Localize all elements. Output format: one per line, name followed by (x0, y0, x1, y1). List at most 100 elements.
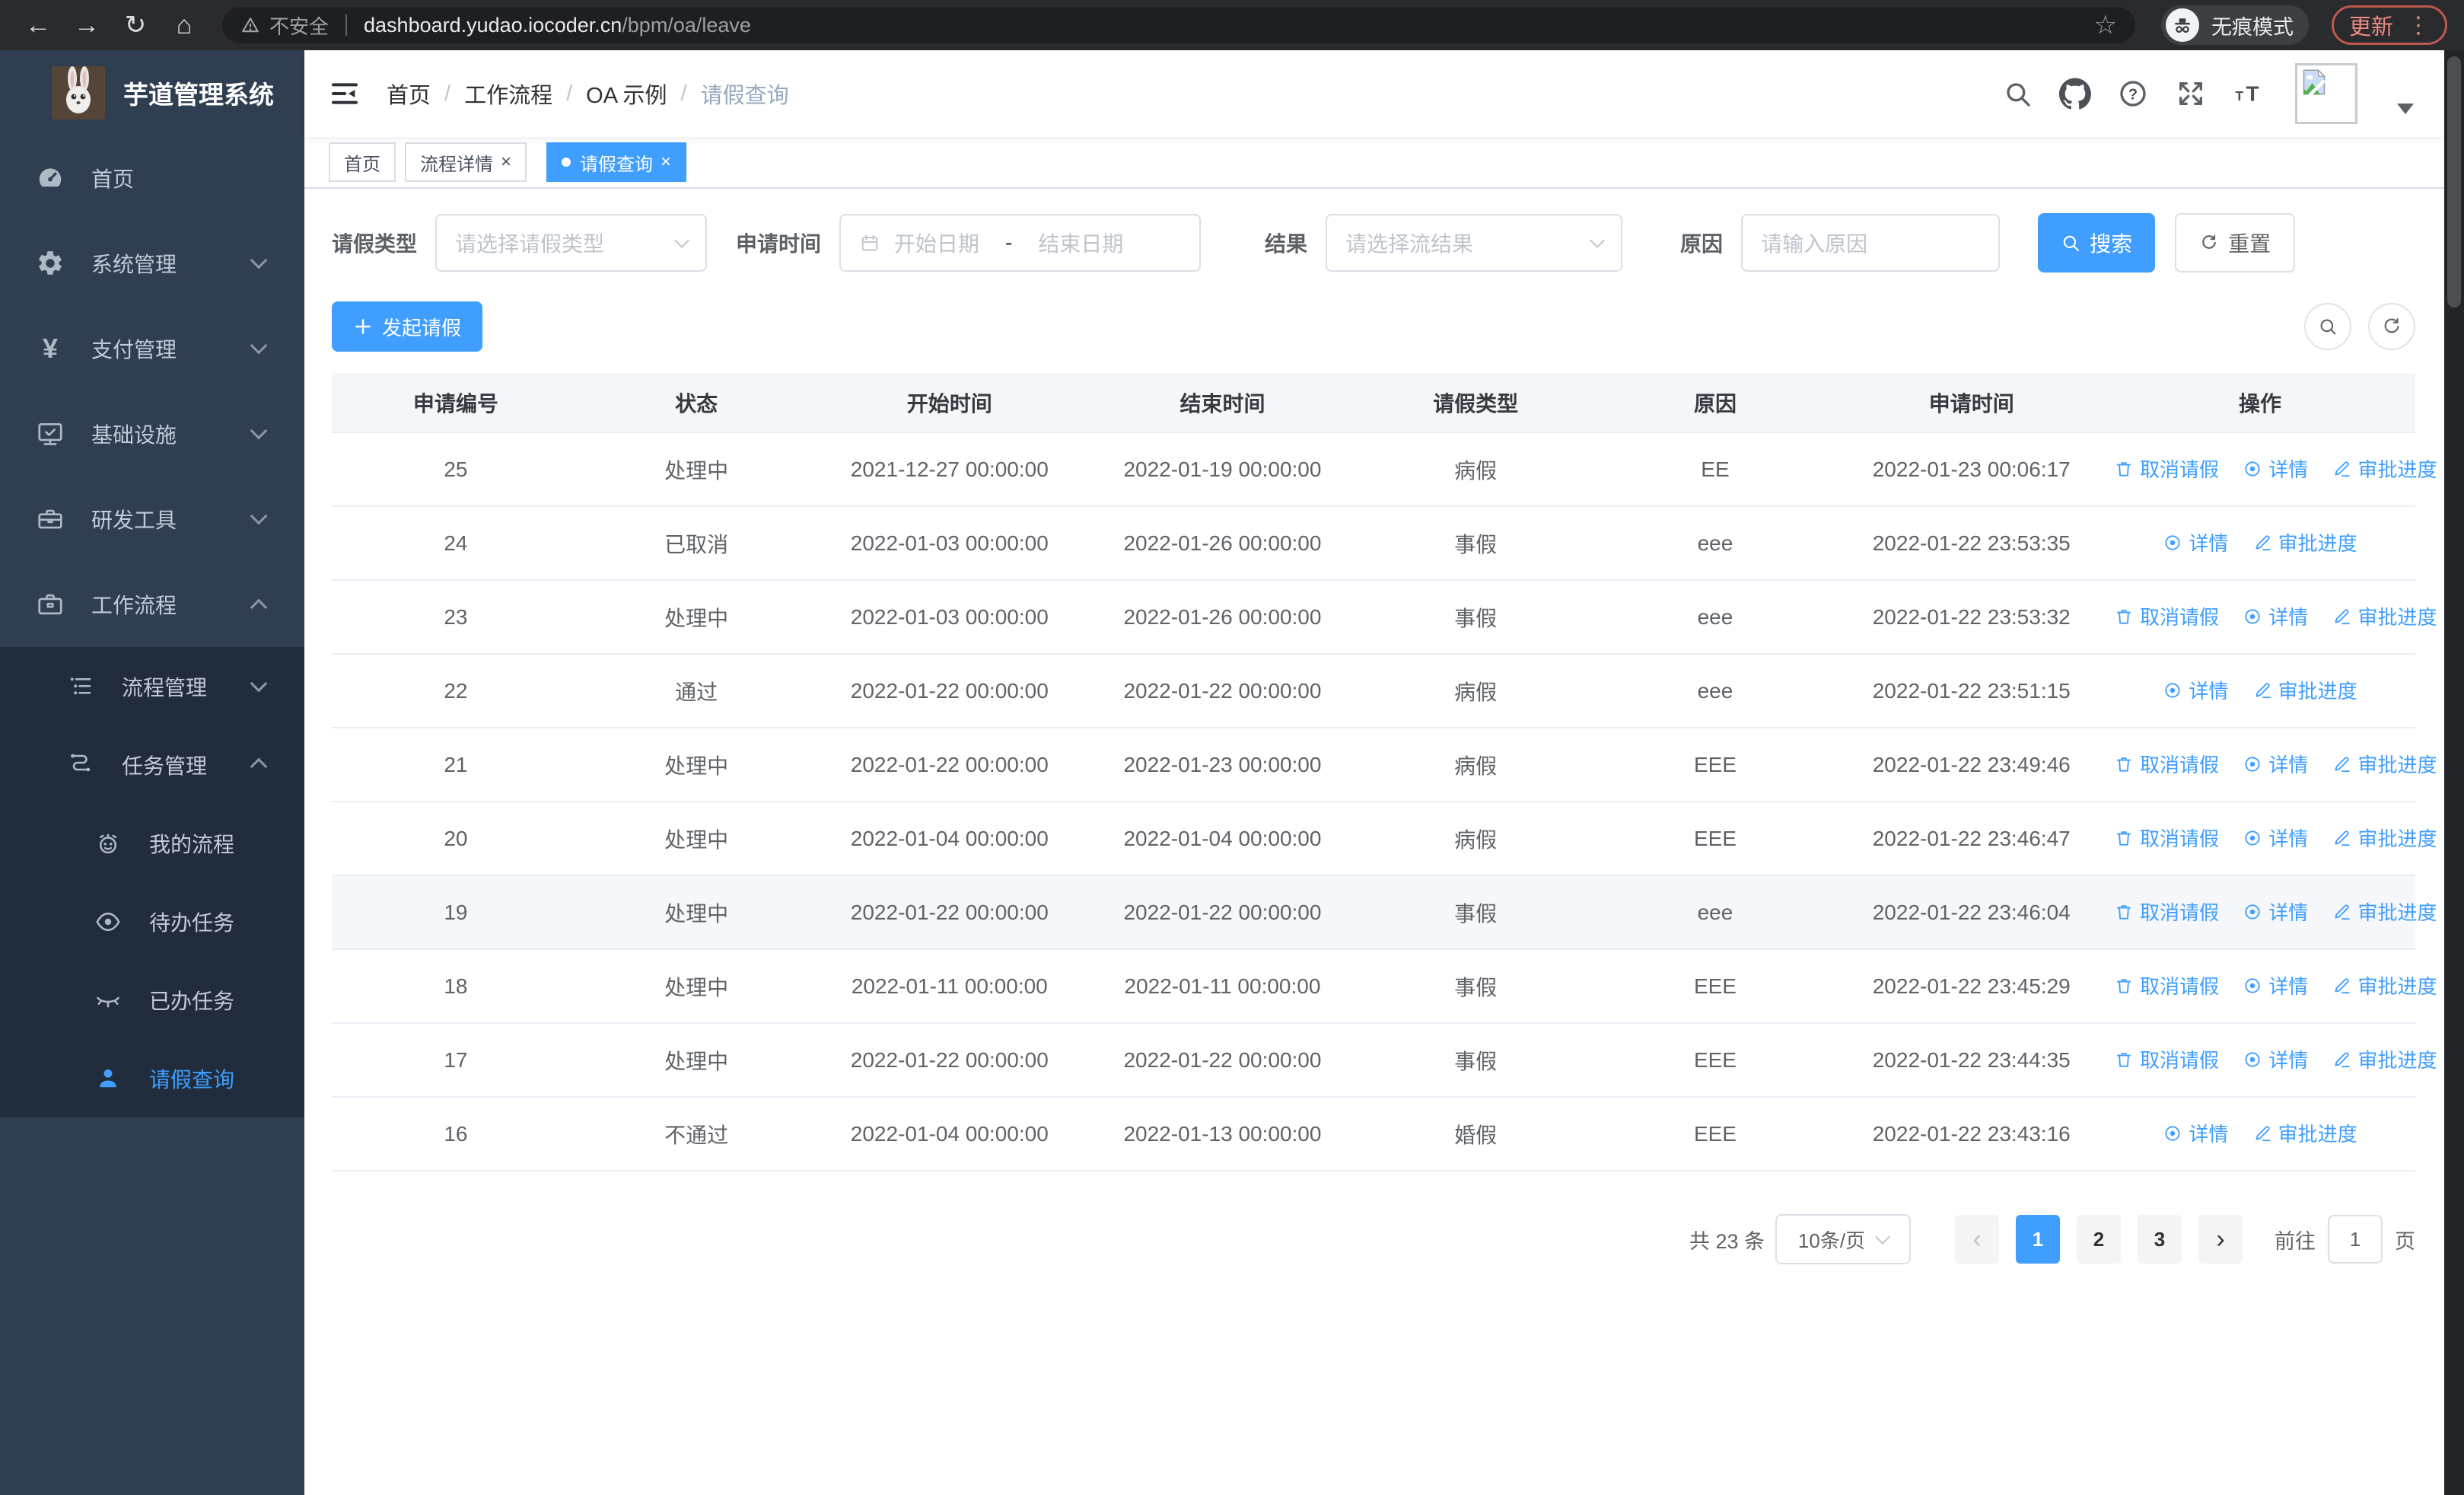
browser-forward-icon[interactable]: → (74, 11, 100, 40)
sidebar-item-workflow[interactable]: 工作流程 (0, 562, 304, 647)
approval-progress-link[interactable]: 审批进度 (2332, 750, 2437, 778)
table-row[interactable]: 20 处理中 2022-01-04 00:00:00 2022-01-04 00… (332, 802, 2437, 876)
browser-menu-icon[interactable]: ⋮ (2407, 12, 2430, 38)
eye-icon (91, 908, 125, 936)
sidebar-item-todo-tasks[interactable]: 待办任务 (0, 882, 304, 961)
sidebar-item-home[interactable]: 首页 (0, 135, 304, 221)
detail-link[interactable]: 详情 (2163, 676, 2228, 704)
tab-process-detail[interactable]: 流程详情 × (405, 142, 527, 182)
start-date-input[interactable]: 开始日期 (894, 232, 980, 256)
sidebar-item-leave-query[interactable]: 请假查询 (0, 1039, 304, 1117)
sidebar-item-system[interactable]: 系统管理 (0, 221, 304, 306)
cancel-leave-link[interactable]: 取消请假 (2114, 897, 2219, 926)
breadcrumb-oa-example[interactable]: OA 示例 (586, 84, 667, 108)
cancel-leave-link[interactable]: 取消请假 (2114, 602, 2219, 630)
page-button-3[interactable]: 3 (2138, 1215, 2182, 1264)
active-tab-dot (562, 158, 571, 167)
github-icon[interactable] (2059, 78, 2091, 110)
detail-link[interactable]: 详情 (2163, 528, 2228, 556)
browser-home-icon[interactable]: ⌂ (176, 11, 193, 40)
sidebar-fold-icon[interactable] (329, 78, 361, 110)
scrollbar-thumb[interactable] (2447, 56, 2461, 308)
font-size-icon[interactable]: T T (2233, 78, 2265, 110)
help-icon[interactable]: ? (2117, 78, 2149, 110)
detail-link[interactable]: 详情 (2243, 897, 2308, 926)
update-label[interactable]: 更新 (2348, 15, 2393, 40)
leave-type-select[interactable]: 请选择请假类型 (435, 214, 708, 272)
sidebar-item-task-management[interactable]: 任务管理 (0, 725, 304, 804)
cell-end-time: 2022-01-23 00:00:00 (1086, 728, 1359, 802)
table-row[interactable]: 16 不通过 2022-01-04 00:00:00 2022-01-13 00… (332, 1097, 2415, 1171)
sidebar-item-infrastructure[interactable]: 基础设施 (0, 391, 304, 477)
table-row[interactable]: 21 处理中 2022-01-22 00:00:00 2022-01-23 00… (332, 728, 2437, 802)
cancel-leave-link[interactable]: 取消请假 (2114, 971, 2219, 999)
approval-progress-link[interactable]: 审批进度 (2332, 897, 2437, 926)
bookmark-star-icon[interactable]: ☆ (2093, 11, 2117, 40)
show-search-toggle-button[interactable] (2304, 303, 2351, 350)
end-date-input[interactable]: 结束日期 (1038, 232, 1124, 256)
sidebar-item-process-management[interactable]: 流程管理 (0, 647, 304, 725)
cancel-leave-link[interactable]: 取消请假 (2114, 454, 2219, 483)
header-search-icon[interactable] (2001, 78, 2033, 110)
goto-page-input[interactable] (2328, 1215, 2383, 1264)
page-button-1[interactable]: 1 (2016, 1215, 2060, 1264)
approval-progress-link[interactable]: 审批进度 (2252, 1119, 2357, 1147)
table-row[interactable]: 25 处理中 2021-12-27 00:00:00 2022-01-19 00… (332, 432, 2437, 507)
approval-progress-link[interactable]: 审批进度 (2332, 1045, 2437, 1073)
detail-link[interactable]: 详情 (2163, 1119, 2228, 1147)
browser-reload-icon[interactable]: ↻ (124, 11, 147, 40)
sidebar-item-my-process[interactable]: 我的流程 (0, 804, 304, 882)
approval-progress-link[interactable]: 审批进度 (2252, 676, 2357, 704)
fullscreen-icon[interactable] (2175, 78, 2207, 110)
table-row[interactable]: 19 处理中 2022-01-22 00:00:00 2022-01-22 00… (332, 875, 2437, 950)
breadcrumb-workflow[interactable]: 工作流程 (464, 84, 553, 108)
avatar[interactable] (2295, 63, 2357, 124)
approval-progress-link[interactable]: 审批进度 (2332, 971, 2437, 999)
refresh-table-button[interactable] (2368, 303, 2415, 350)
address-bar[interactable]: 不安全 dashboard.yudao.iocoder.cn /bpm/oa/l… (222, 7, 2135, 43)
table-row[interactable]: 17 处理中 2022-01-22 00:00:00 2022-01-22 00… (332, 1023, 2437, 1098)
browser-update-button[interactable]: 更新 ⋮ (2331, 5, 2447, 45)
sidebar-item-payment[interactable]: ¥ 支付管理 (0, 306, 304, 391)
sidebar-item-done-tasks[interactable]: 已办任务 (0, 961, 304, 1039)
avatar-dropdown-caret-icon[interactable] (2397, 104, 2414, 114)
reason-input[interactable]: 请输入原因 (1741, 214, 2001, 272)
approval-progress-link[interactable]: 审批进度 (2332, 602, 2437, 630)
cancel-leave-link[interactable]: 取消请假 (2114, 1045, 2219, 1073)
security-label[interactable]: 不安全 (269, 14, 329, 38)
result-select[interactable]: 请选择流结果 (1326, 214, 1623, 272)
browser-scrollbar[interactable] (2444, 50, 2464, 1495)
detail-link[interactable]: 详情 (2243, 971, 2308, 999)
search-button[interactable]: 搜索 (2038, 213, 2156, 273)
cancel-leave-link[interactable]: 取消请假 (2114, 824, 2219, 852)
page-size-select[interactable]: 10条/页 (1775, 1214, 1911, 1264)
browser-back-icon[interactable]: ← (25, 11, 51, 40)
table-row[interactable]: 22 通过 2022-01-22 00:00:00 2022-01-22 00:… (332, 654, 2415, 728)
tab-leave-query[interactable]: 请假查询 × (546, 142, 687, 182)
sidebar-item-dev-tools[interactable]: 研发工具 (0, 477, 304, 562)
table-row[interactable]: 23 处理中 2022-01-03 00:00:00 2022-01-26 00… (332, 580, 2437, 655)
approval-progress-link[interactable]: 审批进度 (2332, 454, 2437, 483)
tab-close-icon[interactable]: × (501, 151, 512, 172)
table-row[interactable]: 24 已取消 2022-01-03 00:00:00 2022-01-26 00… (332, 506, 2415, 581)
page-button-2[interactable]: 2 (2077, 1215, 2121, 1264)
detail-link[interactable]: 详情 (2243, 824, 2308, 852)
chevron-down-icon (674, 233, 689, 248)
breadcrumb-home[interactable]: 首页 (387, 84, 431, 108)
apply-time-range-picker[interactable]: 开始日期 - 结束日期 (839, 214, 1202, 272)
sidebar: 芋道管理系统 首页 系统管理 (0, 50, 304, 1495)
approval-progress-link[interactable]: 审批进度 (2252, 528, 2357, 556)
tab-home[interactable]: 首页 (329, 142, 396, 182)
prev-page-button[interactable]: ‹ (1955, 1215, 1999, 1264)
reset-button[interactable]: 重置 (2175, 213, 2296, 273)
detail-link[interactable]: 详情 (2243, 750, 2308, 778)
detail-link[interactable]: 详情 (2243, 1045, 2308, 1073)
detail-link[interactable]: 详情 (2243, 454, 2308, 483)
create-leave-button[interactable]: 发起请假 (332, 301, 483, 352)
table-row[interactable]: 18 处理中 2022-01-11 00:00:00 2022-01-11 00… (332, 949, 2437, 1024)
cancel-leave-link[interactable]: 取消请假 (2114, 750, 2219, 778)
tab-close-icon[interactable]: × (661, 151, 672, 172)
approval-progress-link[interactable]: 审批进度 (2332, 824, 2437, 852)
detail-link[interactable]: 详情 (2243, 602, 2308, 630)
next-page-button[interactable]: › (2198, 1215, 2243, 1264)
